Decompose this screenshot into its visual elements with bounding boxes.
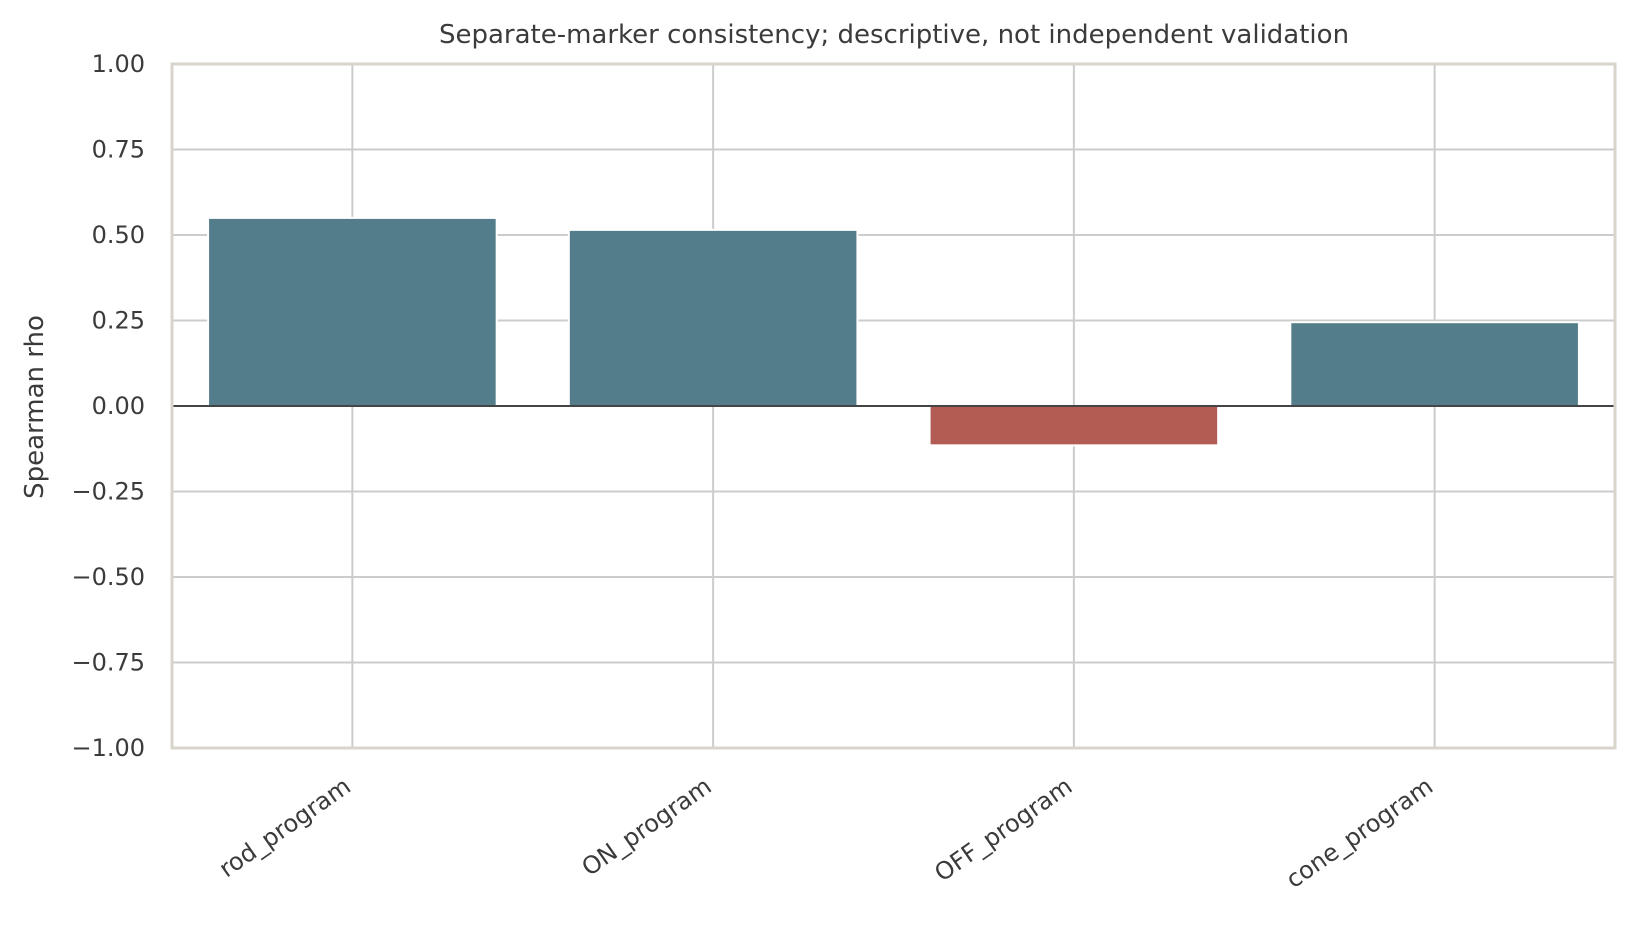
bar-cone-program bbox=[1289, 321, 1580, 407]
x-tick-label: ON_program bbox=[577, 772, 717, 882]
bar-on-program bbox=[567, 228, 859, 407]
y-tick-label: −0.75 bbox=[71, 649, 145, 677]
plot-frame bbox=[170, 62, 1617, 750]
x-tick-label: OFF_program bbox=[929, 772, 1077, 887]
x-tick-labels: rod_program ON_program OFF_program cone_pro… bbox=[214, 772, 1438, 894]
y-tick-label: −0.25 bbox=[71, 478, 145, 506]
y-tick-label: 0.50 bbox=[92, 221, 145, 249]
y-axis-title: Spearman rho bbox=[20, 315, 50, 499]
bars bbox=[207, 216, 1580, 447]
plot-border bbox=[170, 62, 1617, 750]
x-tick-label: cone_program bbox=[1281, 772, 1438, 894]
y-tick-label: 0.00 bbox=[92, 392, 145, 420]
y-tick-label: 0.75 bbox=[92, 136, 145, 164]
y-tick-label: 1.00 bbox=[92, 50, 145, 78]
y-tick-label: 0.25 bbox=[92, 307, 145, 335]
y-tick-label: −0.50 bbox=[71, 563, 145, 591]
chart-title: Separate-marker consistency; descriptive… bbox=[439, 20, 1349, 50]
y-tick-labels: 1.00 0.75 0.50 0.25 0.00 −0.25 −0.50 −0.75 −1.00 bbox=[71, 50, 145, 762]
y-tick-label: −1.00 bbox=[71, 734, 145, 762]
bar-off-program bbox=[928, 405, 1220, 447]
bar-rod-program bbox=[207, 216, 498, 407]
x-tick-label: rod_program bbox=[214, 772, 356, 883]
